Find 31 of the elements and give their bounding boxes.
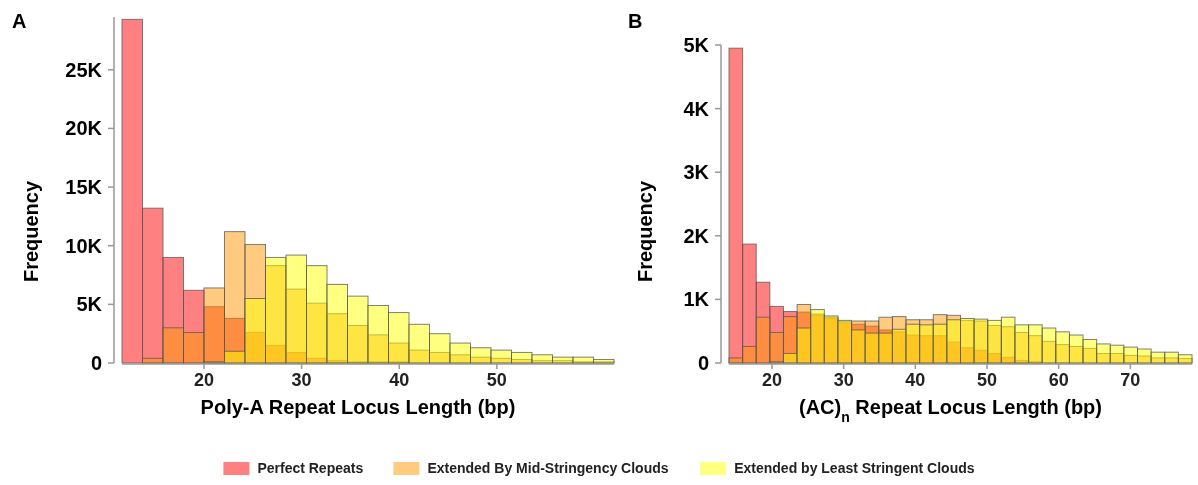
- chart-title: B: [628, 10, 643, 32]
- y-tick-label: 2K: [683, 224, 710, 247]
- x-tick-label: 20: [193, 370, 215, 390]
- y-tick-label: 15K: [65, 176, 103, 199]
- y-axis-title: Frequency: [634, 180, 656, 283]
- x-tick-label: 30: [291, 370, 312, 390]
- legend-label: Extended By Mid-Stringency Clouds: [427, 460, 669, 476]
- x-tick-label: 20: [761, 370, 783, 390]
- y-tick-label: 5K: [76, 293, 103, 316]
- x-tick-label: 50: [977, 370, 998, 390]
- x-axis-title: Poly-A Repeat Locus Length (bp): [200, 396, 516, 418]
- y-tick-label: 20K: [65, 117, 103, 140]
- y-axis-title: Frequency: [20, 180, 42, 283]
- x-tick-label: 40: [389, 370, 410, 390]
- y-tick-label: 5K: [683, 34, 710, 56]
- y-tick-label: 10K: [65, 234, 103, 257]
- x-tick-label: 60: [1048, 370, 1069, 390]
- x-tick-label: 70: [1120, 370, 1141, 390]
- y-tick-label: 3K: [683, 161, 710, 184]
- x-axis-title: (AC)$_{n}$ Repeat Locus Length (bp): [799, 396, 1102, 425]
- y-tick-label: 0: [697, 352, 709, 374]
- y-tick-label: 0: [90, 352, 102, 374]
- chart-title: A: [12, 10, 27, 32]
- legend-label: Perfect Repeats: [257, 460, 364, 476]
- x-tick-label: 50: [486, 370, 507, 390]
- y-tick-label: 25K: [65, 58, 103, 81]
- y-tick-label: 4K: [683, 97, 710, 120]
- y-tick-label: 1K: [683, 288, 710, 311]
- x-tick-label: 40: [905, 370, 926, 390]
- legend-label: Extended by Least Stringent Clouds: [734, 460, 975, 476]
- x-tick-label: 30: [833, 370, 854, 390]
